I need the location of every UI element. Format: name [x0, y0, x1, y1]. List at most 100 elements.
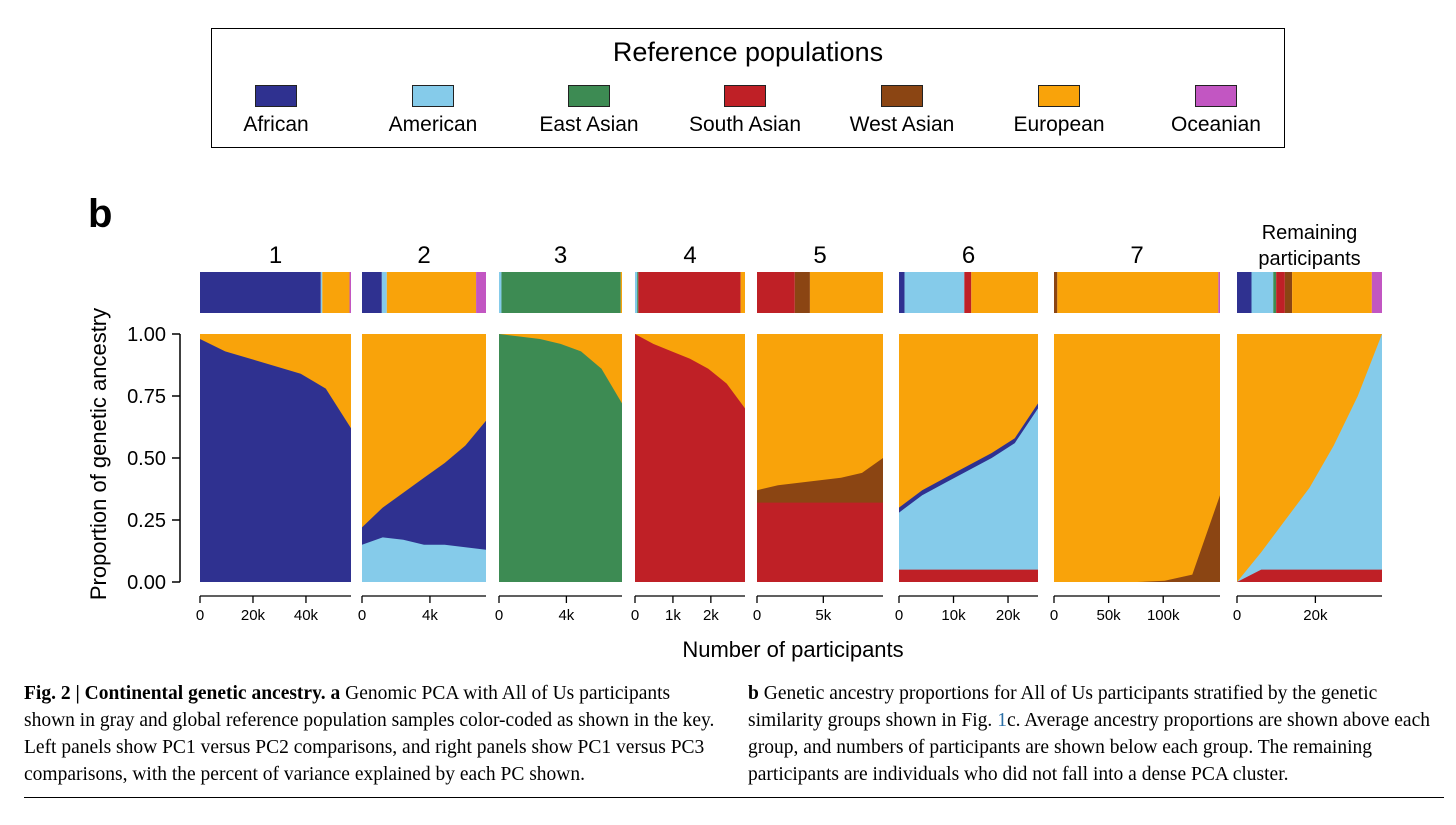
- legend-item-east-asian: East Asian: [509, 85, 669, 137]
- y-tick-label: 0.50: [127, 448, 166, 470]
- avg-bar-segment-european: [809, 272, 883, 313]
- group-title-3: 3: [554, 242, 567, 269]
- legend-label-american: American: [388, 113, 478, 136]
- avg-bar-segment-american: [320, 272, 323, 313]
- legend-swatch-south-asian: [724, 85, 766, 107]
- bottom-rule: [24, 797, 1444, 798]
- legend-swatch-oceanian: [1195, 85, 1237, 107]
- group-title-remaining-1: Remaining: [1262, 222, 1358, 244]
- legend-item-south-asian: South Asian: [665, 85, 825, 137]
- x-tick-label: 0: [1050, 607, 1058, 624]
- panel-4-band-south-asian: [635, 334, 745, 582]
- y-tick-label: 0.25: [127, 510, 166, 532]
- panel-7-band-west-asian: [1054, 495, 1220, 582]
- panel-5-band-south-asian: [757, 502, 883, 582]
- legend-item-african: African: [196, 85, 356, 137]
- y-tick-label: 0.75: [127, 386, 166, 408]
- legend-label-european: European: [1013, 113, 1105, 136]
- x-tick-label: 0: [631, 607, 639, 624]
- x-tick-label: 0: [196, 607, 204, 624]
- legend-swatch-west-asian: [881, 85, 923, 107]
- avg-bar-segment-european: [322, 272, 350, 313]
- caption-left-text: Genomic PCA with All of Us participants …: [24, 683, 715, 785]
- avg-bar-segment-west-asian: [1284, 272, 1293, 313]
- x-axis-label: Number of participants: [682, 637, 903, 662]
- legend-label-oceanian: Oceanian: [1171, 113, 1261, 136]
- ancestry-chart: 0.00 0.25 0.50 0.75 1.00 Proportion of geneti…: [86, 222, 1382, 662]
- y-axis-label: Proportion of genetic ancestry: [86, 308, 111, 600]
- x-tick-label: 0: [753, 607, 761, 624]
- x-tick-label: 20k: [241, 607, 266, 624]
- panel-letter: b: [88, 192, 113, 236]
- panel-3-band-east-asian: [499, 334, 622, 582]
- avg-bar-segment-south-asian: [638, 272, 741, 313]
- avg-bar-segment-south-asian: [1276, 272, 1285, 313]
- caption-left: Fig. 2 | Continental genetic ancestry. a…: [24, 680, 724, 788]
- avg-bar-segment-american: [635, 272, 638, 313]
- group-title-remaining-2: participants: [1258, 248, 1360, 270]
- caption-right-text-1: Genetic ancestry proportions for All of …: [748, 683, 1378, 731]
- group-title-5: 5: [813, 242, 826, 269]
- avg-bar-segment-american: [381, 272, 387, 313]
- legend-swatch-european: [1038, 85, 1080, 107]
- legend-swatch-african: [255, 85, 297, 107]
- x-tick-label: 0: [895, 607, 903, 624]
- x-tick-label: 100k: [1147, 607, 1180, 624]
- avg-bar-segment-oceanian: [1218, 272, 1220, 313]
- panel-8-band-american: [1237, 334, 1382, 582]
- avg-bar-segment-east-asian: [1273, 272, 1277, 313]
- x-tick-label: 0: [495, 607, 503, 624]
- avg-bar-segment-african: [200, 272, 321, 313]
- avg-bar-segment-west-asian: [794, 272, 810, 313]
- legend-box: Reference populations African American E…: [211, 28, 1285, 148]
- legend-label-african: African: [243, 113, 309, 136]
- x-tick-label: 2k: [703, 607, 719, 624]
- panel-1-band-african: [200, 339, 351, 582]
- legend-swatch-american: [412, 85, 454, 107]
- caption-panel-a: a: [330, 683, 341, 704]
- avg-bar-segment-american: [1251, 272, 1274, 313]
- x-tick-label: 0: [1233, 607, 1241, 624]
- group-title-2: 2: [417, 242, 430, 269]
- avg-bar-segment-african: [362, 272, 382, 313]
- avg-bar-segment-oceanian: [1371, 272, 1382, 313]
- panel-7-european-area: [1054, 334, 1220, 582]
- avg-bar-segment-american: [904, 272, 965, 313]
- caption-right: b Genetic ancestry proportions for All o…: [748, 680, 1448, 788]
- legend-swatch-east-asian: [568, 85, 610, 107]
- avg-bar-segment-oceanian: [349, 272, 351, 313]
- caption-figure-label: Fig. 2 | Continental genetic ancestry.: [24, 683, 326, 704]
- y-tick-label: 0.00: [127, 572, 166, 594]
- legend-title: Reference populations: [612, 37, 884, 67]
- panel-6-band-american: [899, 408, 1038, 582]
- x-tick-label: 5k: [815, 607, 831, 624]
- avg-bar-segment-european: [1292, 272, 1372, 313]
- avg-bar-segment-european: [1057, 272, 1219, 313]
- avg-bar-segment-african: [899, 272, 905, 313]
- avg-bar-segment-west-asian: [1054, 272, 1058, 313]
- avg-bar-segment-american: [499, 272, 502, 313]
- x-tick-label: 1k: [665, 607, 681, 624]
- x-tick-label: 0: [358, 607, 366, 624]
- panel-6-band-south-asian: [899, 569, 1038, 582]
- y-tick-label: 1.00: [127, 324, 166, 346]
- x-tick-label: 50k: [1097, 607, 1122, 624]
- avg-bar-segment-african: [1237, 272, 1252, 313]
- legend-item-european: European: [979, 85, 1139, 137]
- figure-link[interactable]: 1: [997, 710, 1007, 731]
- group-title-6: 6: [962, 242, 975, 269]
- group-title-4: 4: [683, 242, 696, 269]
- legend-label-south-asian: South Asian: [688, 113, 802, 136]
- avg-bar-segment-south-asian: [757, 272, 795, 313]
- legend-item-oceanian: Oceanian: [1136, 85, 1296, 137]
- avg-bar-segment-european: [620, 272, 622, 313]
- panel-8-band-south-asian: [1237, 569, 1382, 582]
- avg-bar-segment-european: [971, 272, 1038, 313]
- avg-bar-segment-east-asian: [637, 272, 639, 313]
- group-title-7: 7: [1130, 242, 1143, 269]
- avg-bar-segment-european: [386, 272, 477, 313]
- legend-item-american: American: [353, 85, 513, 137]
- avg-bar-segment-south-asian: [964, 272, 972, 313]
- avg-bar-segment-european: [740, 272, 745, 313]
- group-title-1: 1: [269, 242, 282, 269]
